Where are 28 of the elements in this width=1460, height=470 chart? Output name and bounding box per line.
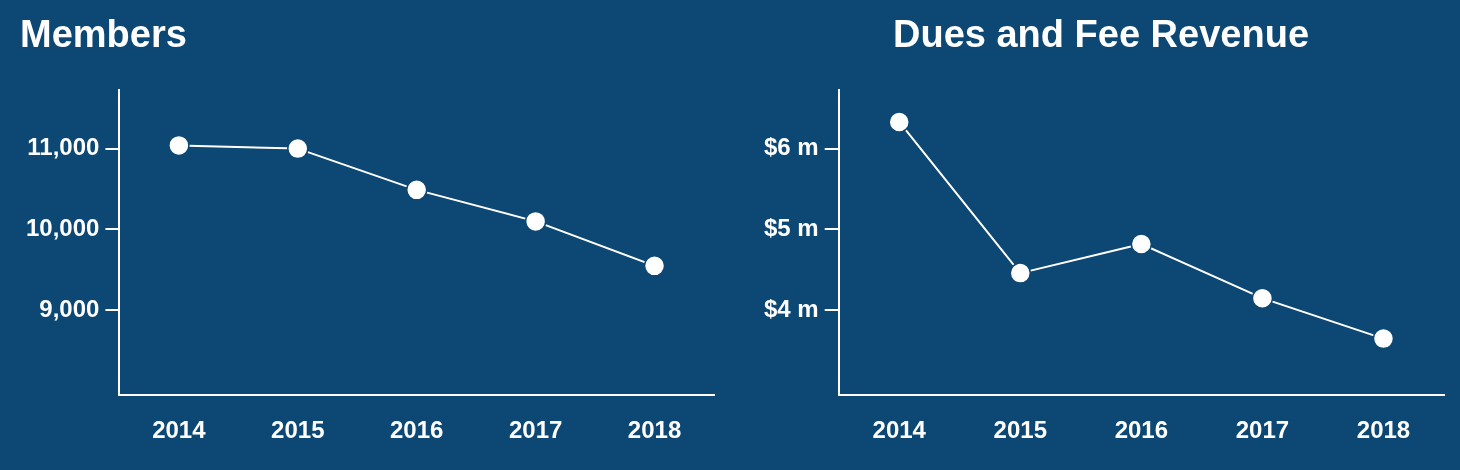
point bbox=[287, 137, 309, 160]
y-tick-label: $5 m bbox=[764, 214, 819, 242]
x-tick-label: 2016 bbox=[390, 416, 444, 444]
x-tick-label: 2017 bbox=[508, 416, 563, 444]
x-tick-label: 2017 bbox=[1235, 416, 1290, 444]
point bbox=[888, 111, 910, 133]
chart-title: Members bbox=[20, 13, 187, 56]
y-tick-label: $6 m bbox=[764, 133, 819, 161]
x-tick-label: 2016 bbox=[1114, 416, 1169, 444]
y-tick-label: 9,000 bbox=[39, 294, 100, 322]
x-tick-label: 2018 bbox=[627, 416, 682, 444]
x-tick-label: 2014 bbox=[152, 416, 207, 444]
point bbox=[1130, 233, 1153, 255]
point bbox=[168, 134, 190, 157]
x-tick-label: 2018 bbox=[1356, 416, 1411, 444]
point bbox=[643, 255, 666, 277]
y-tick-label: 11,000 bbox=[27, 133, 100, 161]
point bbox=[1372, 327, 1395, 350]
y-tick-label: $4 m bbox=[764, 294, 819, 322]
point bbox=[1009, 262, 1032, 284]
x-tick-label: 2014 bbox=[872, 416, 927, 444]
chart-title: Dues and Fee Revenue bbox=[892, 13, 1310, 56]
x-tick-label: 2015 bbox=[271, 416, 325, 444]
point bbox=[405, 179, 428, 201]
point bbox=[1251, 287, 1274, 309]
y-tick-label: 10,000 bbox=[26, 214, 100, 242]
x-tick-label: 2015 bbox=[993, 416, 1047, 444]
point bbox=[524, 210, 547, 233]
